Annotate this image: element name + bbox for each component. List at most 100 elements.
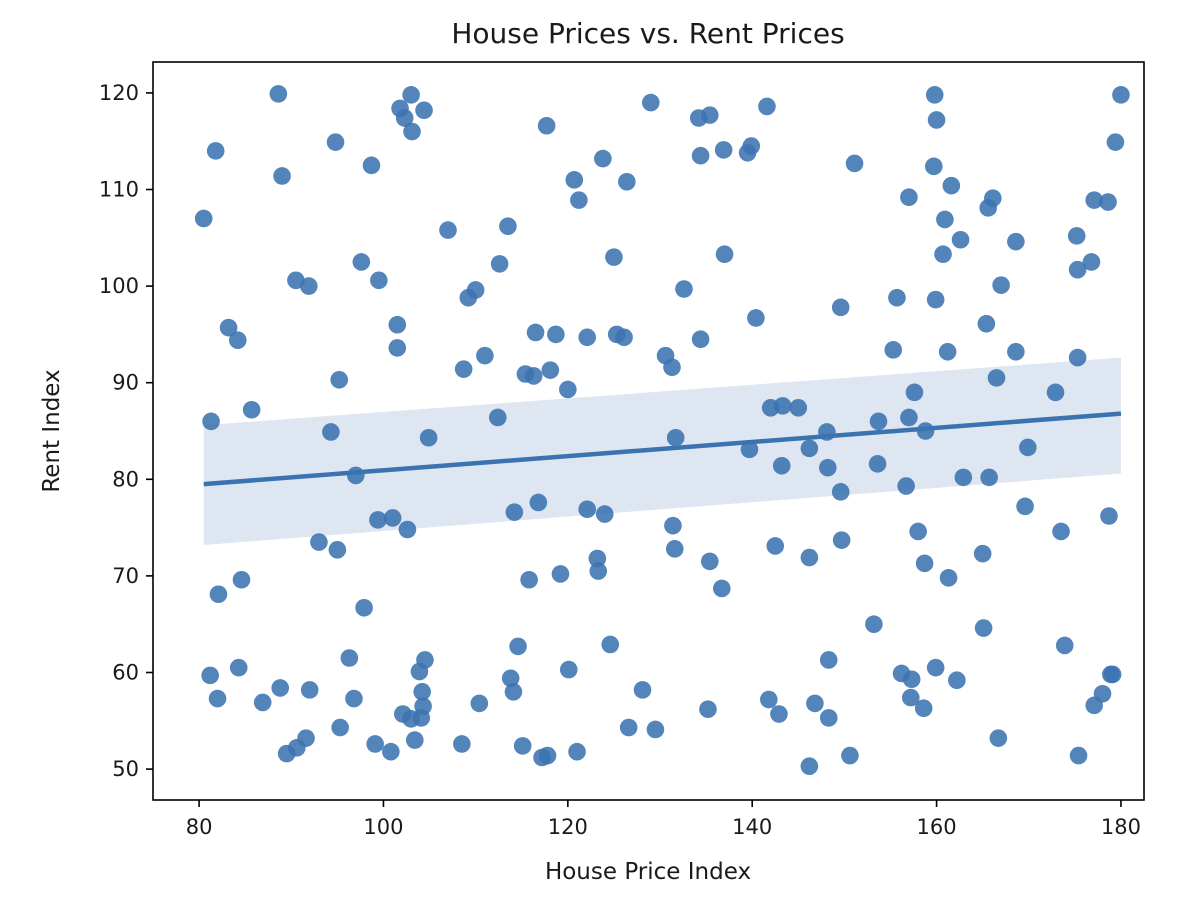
data-point [388,339,407,357]
data-point [772,456,791,475]
data-point [992,276,1010,294]
y-axis-ticks: 50 60 70 80 90 100 110 120 [99,81,153,781]
data-point [273,167,291,185]
data-point [800,548,819,567]
data-point [831,483,850,501]
data-point [973,544,992,563]
data-point [414,697,432,716]
data-point [800,439,819,458]
data-point [766,537,785,555]
data-point [927,111,946,129]
data-point [714,141,733,159]
data-point [926,290,945,309]
data-point [984,189,1002,208]
data-point [663,358,681,377]
data-point [1099,193,1117,211]
data-point [355,598,373,617]
x-tick-label: 100 [363,815,403,839]
data-point [588,549,607,568]
data-point [570,191,588,209]
data-point [832,531,851,549]
data-point [1100,507,1118,525]
data-point [869,412,888,431]
x-tick-label: 80 [186,815,213,839]
data-point [589,562,608,580]
data-point [615,328,633,347]
data-point [297,729,315,747]
data-point [915,554,934,573]
data-point [633,681,652,699]
data-point [1052,522,1070,541]
data-point [619,718,638,737]
data-point [936,210,954,229]
data-point [476,346,494,365]
data-point [742,137,761,155]
data-point [578,500,596,519]
data-point [559,380,577,399]
data-point [980,468,998,487]
data-point [831,298,850,317]
data-point [900,408,918,427]
data-point [499,217,517,236]
data-point [398,520,417,539]
data-point [905,383,924,402]
data-point [800,757,819,775]
data-point [1082,253,1101,271]
y-tick-label: 50 [112,757,139,781]
data-point [1019,438,1037,457]
data-point [345,689,363,708]
data-point [547,325,565,344]
data-point [699,700,717,718]
data-point [1103,665,1122,684]
data-point [806,694,824,713]
data-point [926,658,945,677]
y-tick-label: 90 [112,371,139,395]
data-point [819,651,838,669]
data-point [388,315,407,334]
data-point [841,746,859,765]
data-point [914,699,933,718]
y-tick-label: 120 [99,81,139,105]
data-point [416,651,434,669]
data-point [229,658,248,677]
data-point [740,440,759,459]
data-point [201,666,219,685]
data-point [1106,133,1125,151]
data-point [884,341,903,359]
data-point [701,106,719,124]
data-point [942,176,961,195]
data-point [770,705,788,723]
data-point [646,720,665,739]
data-point [229,331,247,349]
data-point [665,540,684,558]
data-point [712,579,731,598]
data-point [897,477,915,495]
x-tick-label: 160 [917,815,957,839]
data-point [520,570,538,589]
data-point [501,669,520,688]
data-point [299,277,318,295]
confidence-band-layer [203,357,1121,545]
data-point [504,683,523,701]
data-point [578,328,596,347]
data-point [362,156,381,175]
data-point [664,516,682,535]
data-point [691,330,710,349]
data-point [948,671,966,690]
data-point [1069,746,1088,765]
data-point [819,709,838,727]
data-point [902,670,921,689]
data-point [691,146,710,165]
data-point [789,399,808,417]
data-point [868,455,887,473]
chart-title: House Prices vs. Rent Prices [451,17,844,50]
data-point [773,397,792,415]
data-point [529,493,548,512]
data-point [488,408,507,427]
data-point [439,221,457,239]
data-point [601,635,620,654]
data-point [419,428,438,447]
data-point [331,718,349,737]
data-point [565,171,584,189]
